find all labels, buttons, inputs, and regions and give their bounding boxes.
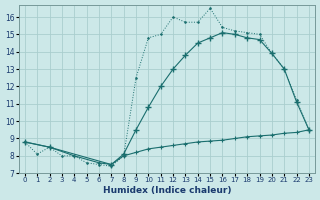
X-axis label: Humidex (Indice chaleur): Humidex (Indice chaleur) [103,186,231,195]
